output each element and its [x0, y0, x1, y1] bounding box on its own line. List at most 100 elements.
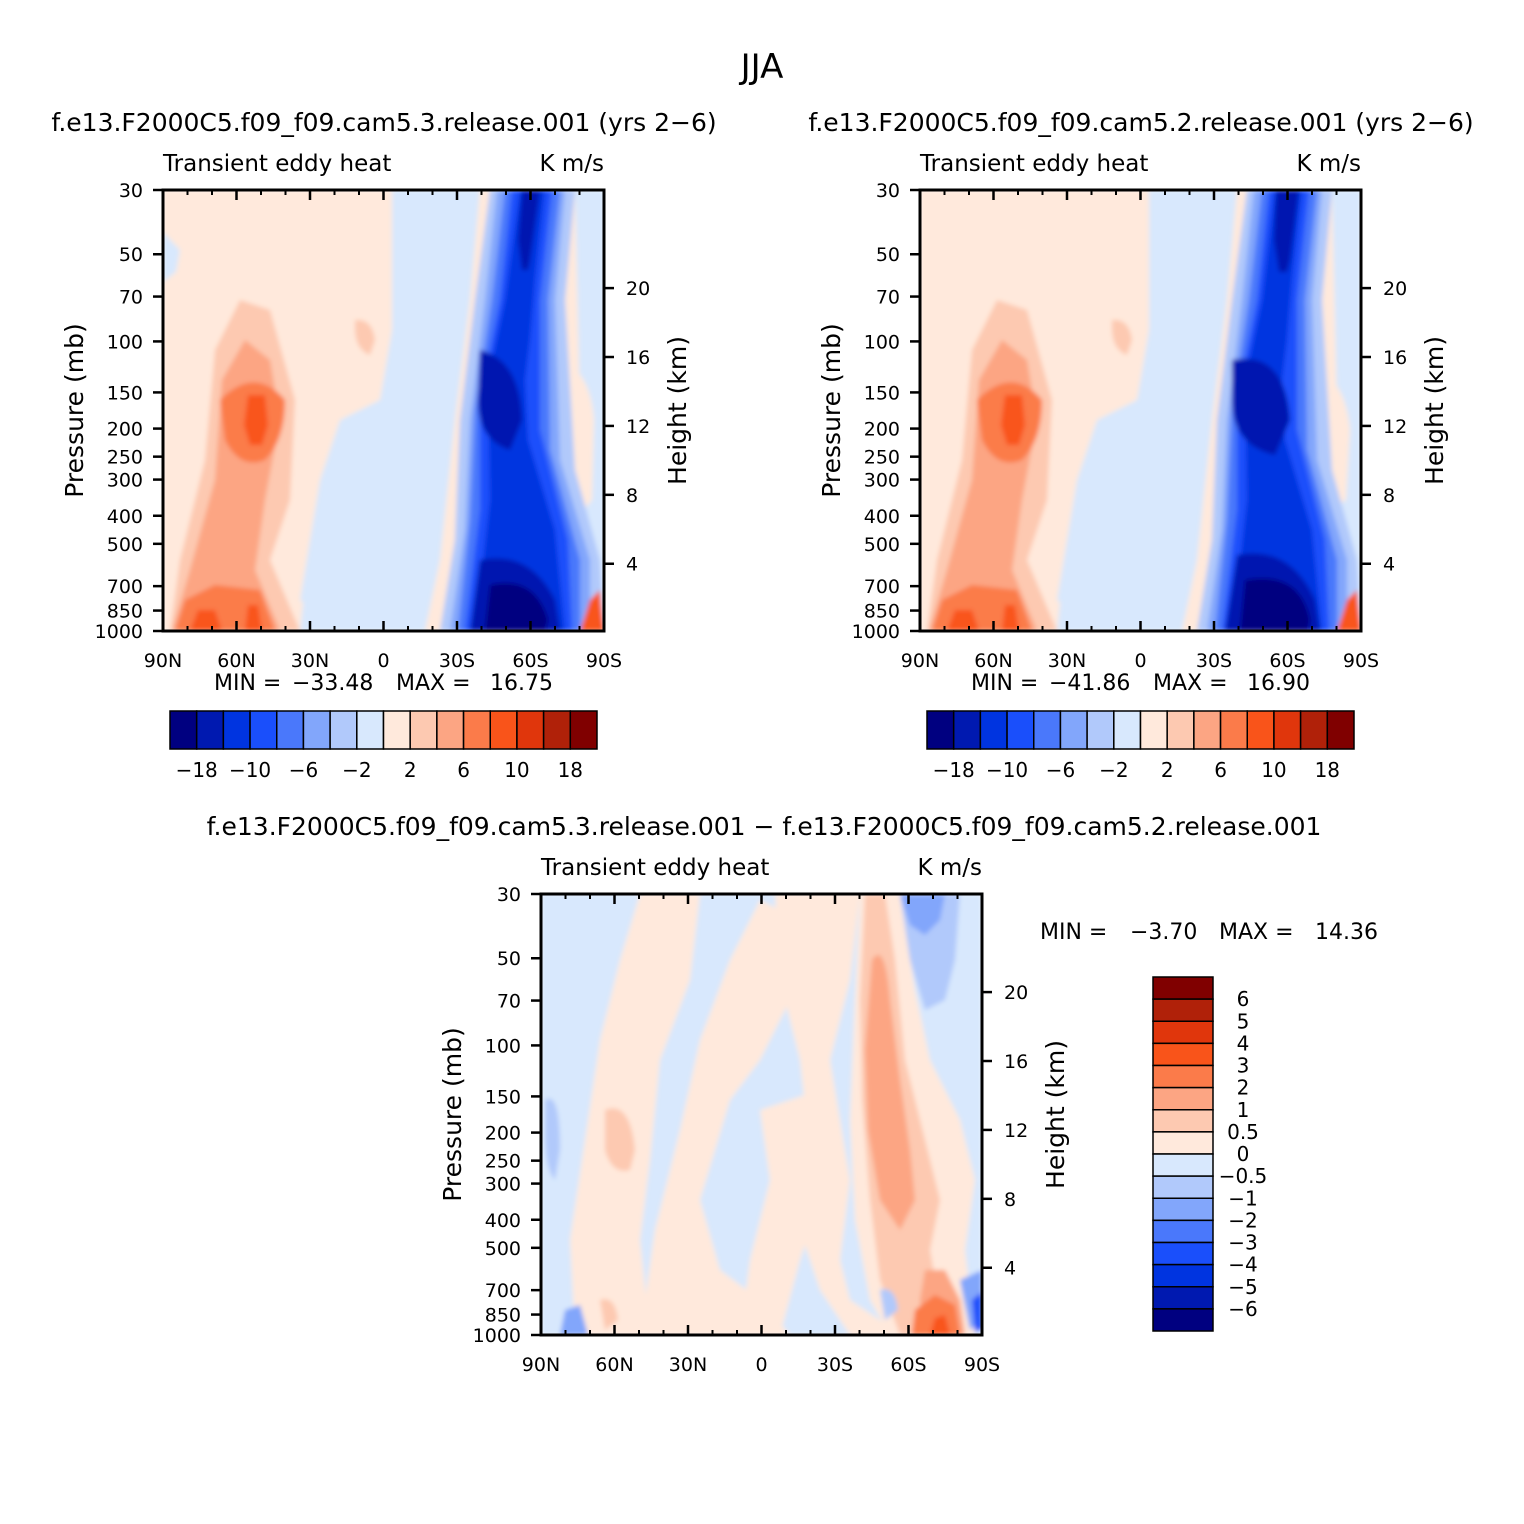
panel-3-y-right-axis-title: Height (km) [1041, 1040, 1070, 1189]
panel-3-colorbar-label: 3 [1237, 1054, 1250, 1078]
panel-2-colorbar-swatch [1113, 710, 1142, 750]
panel-3-y-right-tick-label: 20 [1004, 982, 1028, 1004]
panel-2-colorbar-swatch [1139, 710, 1168, 750]
panel-3-colorbar-label: −6 [1228, 1297, 1257, 1321]
panel-2-y-tick-label: 400 [864, 506, 900, 528]
panel-1-y-right-tick-label: 16 [626, 347, 650, 369]
panel-1-colorbar-label: 10 [504, 758, 529, 782]
panel-2-colorbar-swatch [1059, 710, 1088, 750]
panel-1-y-tick-label: 50 [119, 244, 143, 266]
panel-3-y-tick-label: 30 [497, 884, 521, 906]
panel-3-colorbar-swatch [1152, 1042, 1214, 1067]
panel-1-min-label: MIN = [214, 671, 281, 696]
panel-3-y-tick-label: 1000 [473, 1325, 521, 1347]
panel-2-y-axis-title: Pressure (mb) [817, 323, 846, 497]
panel-3-min-label: MIN = [1040, 920, 1107, 945]
panel-1-colorbar-swatch [489, 710, 518, 750]
panel-2: f.e13.F2000C5.f09_f09.cam5.2.release.001… [808, 108, 1473, 782]
panel-1-y-tick-label: 30 [119, 180, 143, 202]
panel-2-y-right-tick-label: 16 [1383, 347, 1407, 369]
panel-1-colorbar-label: 2 [404, 758, 417, 782]
panel-2-y-tick-label: 70 [876, 287, 900, 309]
panel-3-max-value: 14.36 [1315, 920, 1378, 945]
panel-2-y-tick-label: 100 [864, 331, 900, 353]
panel-3-units-label: K m/s [917, 855, 982, 881]
panel-2-colorbar-swatch [1326, 710, 1355, 750]
panel-2-variable-label: Transient eddy heat [919, 151, 1148, 177]
panel-2-colorbar-swatch [926, 710, 955, 750]
panel-3-colorbar-label: 6 [1237, 987, 1250, 1011]
panel-3-colorbar-swatch [1152, 1153, 1214, 1177]
panel-3-colorbar-swatch [1152, 1109, 1214, 1133]
panel-1-y-tick-label: 150 [107, 382, 143, 404]
panel-1-x-tick-label: 30S [439, 650, 475, 672]
panel-3-y-tick-label: 100 [485, 1035, 521, 1057]
panel-2-colorbar-swatch [1086, 710, 1115, 750]
panel-2-y-right-axis-title: Height (km) [1420, 336, 1449, 485]
panel-3-field [541, 894, 982, 1335]
panel-3-y-tick-label: 850 [485, 1305, 521, 1327]
panel-3-colorbar-swatch [1152, 1219, 1214, 1244]
panel-1-y-right-tick-label: 12 [626, 416, 650, 438]
panel-3-y-tick-label: 300 [485, 1174, 521, 1196]
panel-2-units-label: K m/s [1296, 151, 1361, 177]
panel-1-y-tick-label: 700 [107, 576, 143, 598]
panel-3-x-tick-label: 60N [595, 1354, 633, 1376]
panel-3-axes: 90N 60N 30N 0 30S 60S 90S 30 50 70 100 150 200 250300… [438, 884, 1070, 1376]
panel-1-colorbar-swatch [462, 710, 491, 750]
panel-3-x-tick-label: 60S [890, 1354, 926, 1376]
panel-1-colorbar-label: −2 [342, 758, 371, 782]
panel-3-colorbar-label: −5 [1228, 1275, 1257, 1299]
panel-1: f.e13.F2000C5.f09_f09.cam5.3.release.001… [51, 108, 716, 782]
panel-3-y-tick-label: 200 [485, 1123, 521, 1145]
panel-2-colorbar-label: 10 [1261, 758, 1286, 782]
panel-3-colorbar-swatch [1152, 976, 1214, 1000]
panel-3-colorbar-label: −4 [1228, 1253, 1257, 1277]
figure-title: JJA [739, 47, 784, 87]
panel-2-x-tick-label: 30N [1048, 650, 1086, 672]
panel-2-colorbar-swatch [1033, 710, 1062, 750]
panel-2-max-label: MAX = [1153, 671, 1228, 696]
panel-2-max-value: 16.90 [1247, 671, 1310, 696]
panel-3-y-tick-label: 700 [485, 1280, 521, 1302]
panel-3-y-tick-label: 70 [497, 991, 521, 1013]
panel-1-colorbar-swatch [329, 710, 358, 750]
panel-3-x-tick-label: 90S [964, 1354, 1000, 1376]
panel-3-colorbar-label: 2 [1237, 1076, 1250, 1100]
panel-1-colorbar-swatch [195, 710, 225, 750]
panel-1-colorbar-swatch [302, 710, 331, 750]
panel-1-colorbar-label: 6 [457, 758, 470, 782]
panel-3-title: f.e13.F2000C5.f09_f09.cam5.3.release.001… [207, 812, 1322, 841]
panel-2-y-tick-label: 250 [864, 447, 900, 469]
panel-2-y-right-tick-label: 8 [1383, 485, 1395, 507]
panel-1-colorbar-swatch [409, 710, 438, 750]
panel-1-colorbar-swatch [249, 710, 278, 750]
panel-1-colorbar-label: 18 [558, 758, 583, 782]
panel-3-y-axis-title: Pressure (mb) [438, 1027, 467, 1201]
panel-2-colorbar-label: 18 [1315, 758, 1340, 782]
panel-1-colorbar-swatch [382, 710, 411, 750]
panel-1-max-value: 16.75 [490, 671, 553, 696]
panel-3: f.e13.F2000C5.f09_f09.cam5.3.release.001… [207, 812, 1378, 1376]
panel-1-colorbar-swatch [222, 710, 251, 750]
panel-1-colorbar-swatch [356, 710, 385, 750]
panel-2-y-tick-label: 30 [876, 180, 900, 202]
panel-2-y-tick-label: 300 [864, 470, 900, 492]
panel-1-y-right-axis-title: Height (km) [663, 336, 692, 485]
panel-1-y-right-tick-label: 8 [626, 485, 638, 507]
panel-1-colorbar-swatch [169, 710, 198, 750]
panel-3-colorbar-label: 4 [1237, 1031, 1250, 1055]
panel-3-colorbar-label: 0 [1237, 1142, 1250, 1166]
panel-1-colorbar-label: −18 [176, 758, 218, 782]
panel-2-axes: 90N 60N 30N 0 30S 60S 90S 30 50 70 100 150 200 250300… [817, 180, 1449, 672]
panel-3-colorbar-label: −0.5 [1219, 1164, 1268, 1188]
panel-1-x-tick-label: 60N [217, 650, 255, 672]
panel-2-x-tick-label: 90N [901, 650, 939, 672]
panel-2-colorbar-swatch [1166, 710, 1195, 750]
panel-1-colorbar-swatch [542, 710, 572, 750]
panel-2-x-tick-label: 0 [1134, 650, 1146, 672]
panel-1-title: f.e13.F2000C5.f09_f09.cam5.3.release.001… [51, 108, 716, 137]
panel-1-y-tick-label: 100 [107, 331, 143, 353]
panel-3-y-right-tick-label: 4 [1004, 1258, 1016, 1280]
panel-1-colorbar: −18 −10 −6 −2 2 6 10 18 [169, 710, 598, 782]
